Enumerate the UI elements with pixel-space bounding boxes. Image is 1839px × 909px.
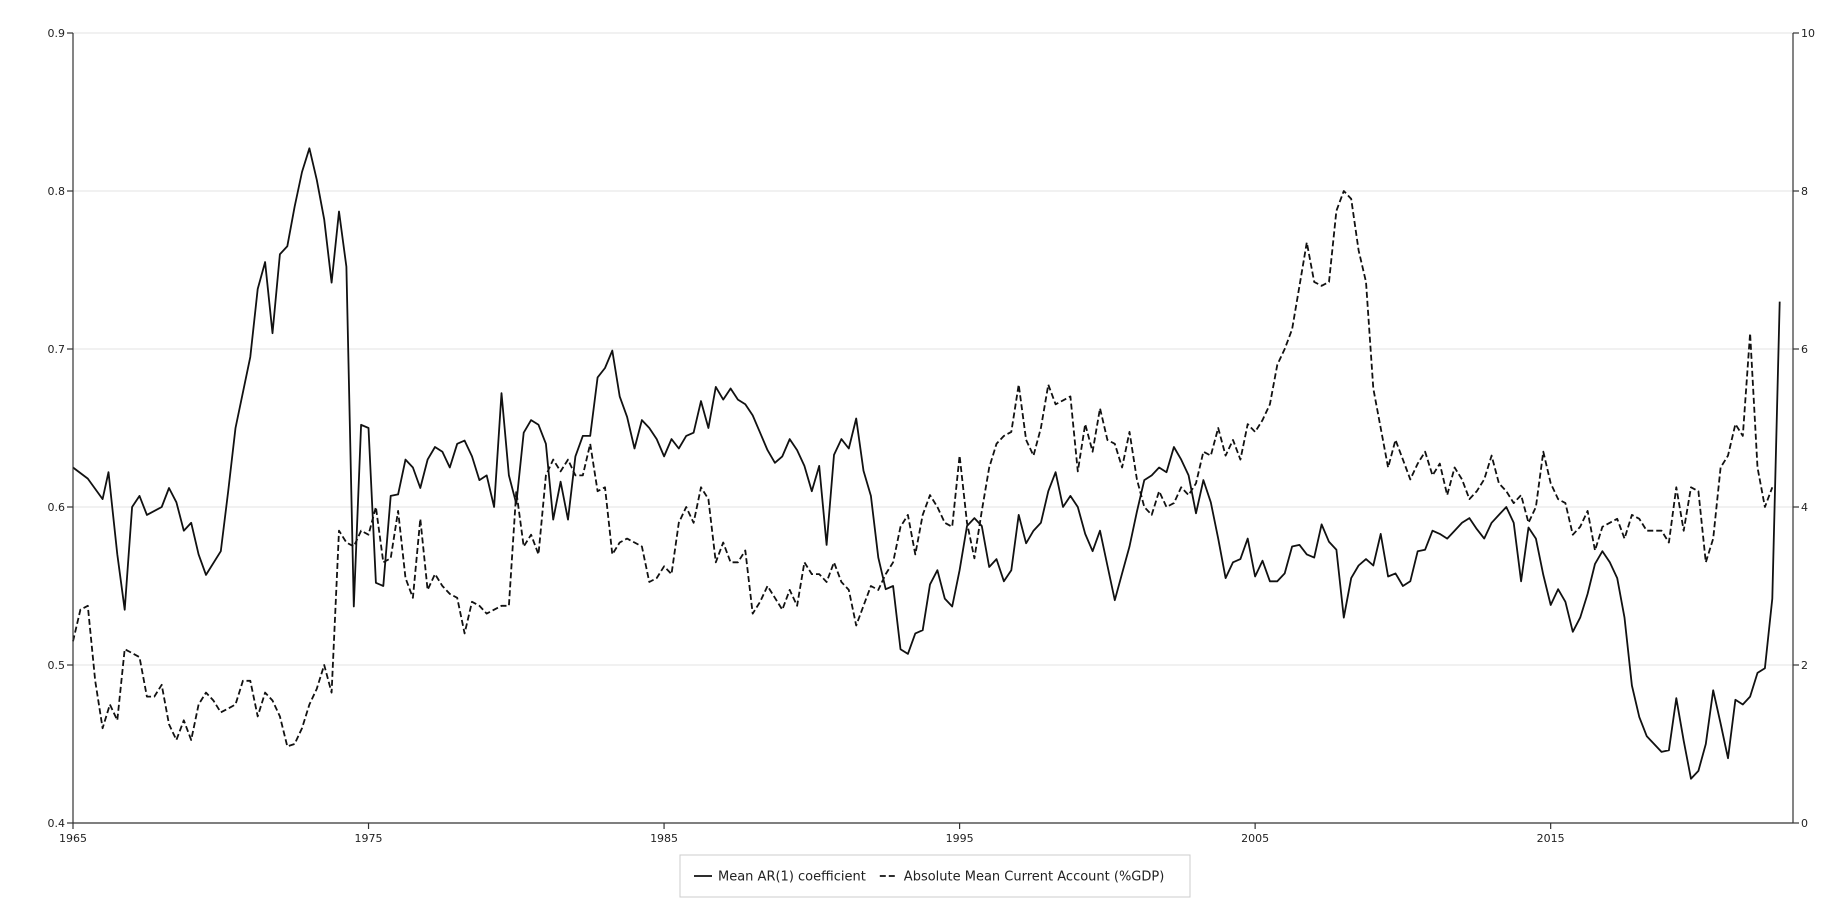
- legend: Mean AR(1) coefficient Absolute Mean Curr…: [679, 854, 1191, 898]
- y-right-tick-label: 4: [1801, 501, 1808, 514]
- y-right-tick-label: 0: [1801, 817, 1808, 830]
- y-right-tick-label: 6: [1801, 343, 1808, 356]
- series-line-current-account: [72, 190, 1774, 748]
- x-tick-label: 2005: [1241, 832, 1269, 845]
- legend-box: [679, 854, 1191, 898]
- y-left-tick-label: 0.7: [48, 343, 66, 356]
- y-right-tick-label: 10: [1801, 27, 1815, 40]
- y-left-tick-label: 0.5: [48, 659, 66, 672]
- y-right-tick-label: 2: [1801, 659, 1808, 672]
- y-left-tick-label: 0.6: [48, 501, 66, 514]
- x-tick-label: 2015: [1537, 832, 1565, 845]
- gridlines: [73, 32, 1793, 824]
- legend-entry-label: Mean AR(1) coefficient: [718, 870, 866, 885]
- axes: 0.4 0.5 0.6 0.7 0.8 0.9 0 2 4 6 8 10 1965 1975 1985 199…: [48, 27, 1816, 845]
- x-tick-label: 1985: [650, 832, 678, 845]
- y-left-tick-label: 0.8: [48, 185, 66, 198]
- y-left-tick-label: 0.4: [48, 817, 66, 830]
- y-left-tick-label: 0.9: [48, 27, 66, 40]
- x-tick-label: 1965: [59, 832, 87, 845]
- x-tick-label: 1975: [355, 832, 383, 845]
- x-tick-label: 1995: [946, 832, 974, 845]
- series-line-ar1-coefficient: [72, 147, 1781, 780]
- series-layer: [72, 147, 1781, 780]
- legend-entry-label: Absolute Mean Current Account (%GDP): [904, 870, 1165, 885]
- y-right-tick-label: 8: [1801, 185, 1808, 198]
